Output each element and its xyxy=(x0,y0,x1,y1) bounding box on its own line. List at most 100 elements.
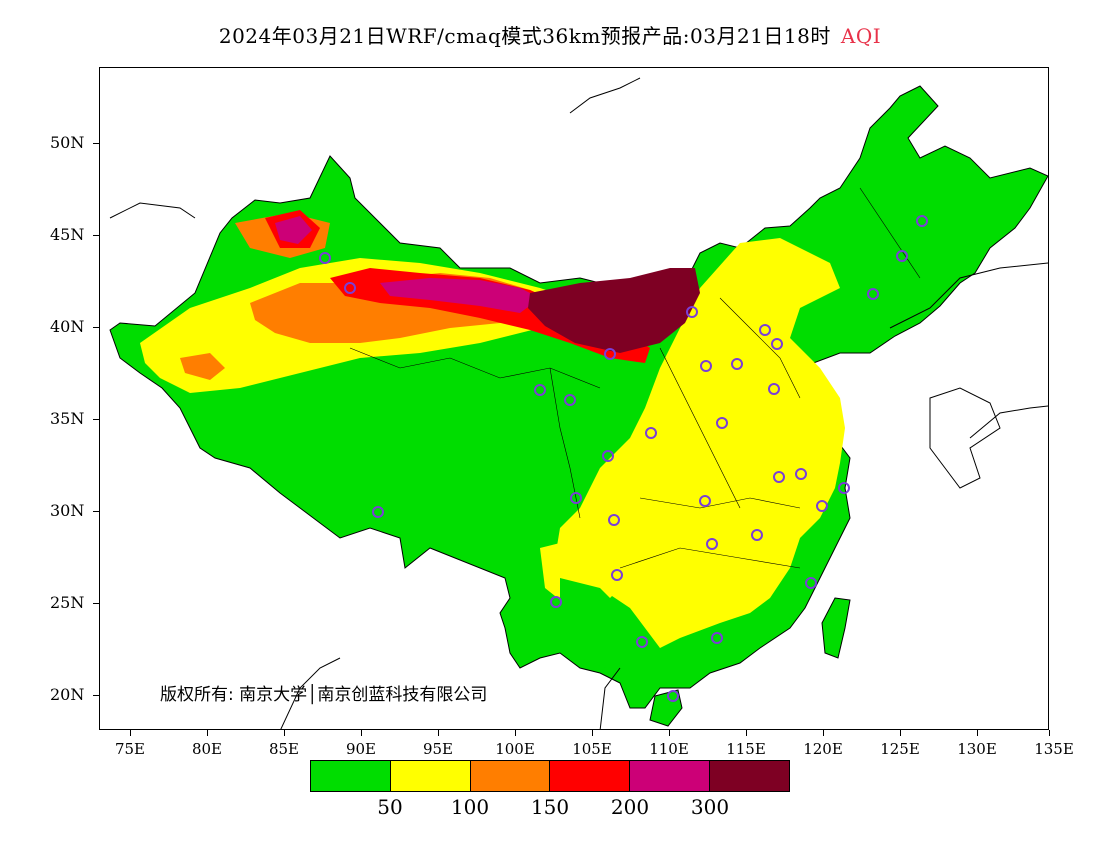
legend-label: 300 xyxy=(690,795,730,819)
title-variable: AQI xyxy=(840,24,882,48)
x-label: 90E xyxy=(345,740,377,758)
legend-swatch-hazardous xyxy=(710,761,789,791)
legend-swatch-unhealthy xyxy=(550,761,631,791)
station-marker xyxy=(319,252,331,264)
map-frame[interactable] xyxy=(99,67,1049,730)
neighbor-border xyxy=(599,667,621,729)
station-marker xyxy=(667,690,679,702)
x-label: 80E xyxy=(191,740,223,758)
y-label: 40N xyxy=(50,317,85,336)
y-tick xyxy=(93,419,99,420)
y-tick xyxy=(93,511,99,512)
station-marker xyxy=(731,358,743,370)
neighbor-border xyxy=(280,657,341,729)
legend-label: 200 xyxy=(610,795,650,819)
y-label: 30N xyxy=(50,501,85,520)
x-tick xyxy=(900,730,901,736)
neighbor-border xyxy=(889,262,1048,329)
aqi-zone-magenta xyxy=(380,278,540,313)
aqi-zone-green-sw xyxy=(560,578,640,668)
y-tick xyxy=(93,327,99,328)
province-border xyxy=(639,497,801,509)
y-tick xyxy=(93,235,99,236)
x-label: 115E xyxy=(726,740,766,758)
map-title: 2024年03月21日WRF/cmaq模式36km预报产品:03月21日18时 A… xyxy=(0,20,1100,49)
x-label: 85E xyxy=(268,740,300,758)
station-marker xyxy=(838,482,850,494)
y-label: 25N xyxy=(50,593,85,612)
province-border xyxy=(619,547,801,569)
station-marker xyxy=(773,471,785,483)
station-marker xyxy=(564,394,576,406)
station-marker xyxy=(534,384,546,396)
neighbor-border xyxy=(569,77,641,114)
station-marker xyxy=(816,500,828,512)
station-marker xyxy=(700,360,712,372)
station-marker xyxy=(805,577,817,589)
y-tick xyxy=(93,695,99,696)
aqi-zone-orange-west xyxy=(180,353,225,380)
x-label: 110E xyxy=(649,740,689,758)
aqi-map xyxy=(109,77,1048,729)
station-marker xyxy=(768,383,780,395)
station-marker xyxy=(771,338,783,350)
y-label: 20N xyxy=(50,685,85,704)
province-border xyxy=(349,347,601,389)
station-marker xyxy=(751,529,763,541)
x-tick xyxy=(823,730,824,736)
station-marker xyxy=(636,636,648,648)
x-label: 125E xyxy=(880,740,920,758)
station-marker xyxy=(716,417,728,429)
station-marker xyxy=(711,632,723,644)
legend-label: 150 xyxy=(530,795,570,819)
station-marker xyxy=(645,427,657,439)
aqi-zone-maroon xyxy=(528,268,700,353)
x-tick xyxy=(284,730,285,736)
x-label: 100E xyxy=(495,740,535,758)
station-marker xyxy=(867,288,879,300)
legend-swatch-moderate xyxy=(390,761,471,791)
station-marker xyxy=(570,492,582,504)
province-border xyxy=(859,187,921,279)
station-marker xyxy=(611,569,623,581)
station-marker xyxy=(699,495,711,507)
x-tick xyxy=(130,730,131,736)
x-tick xyxy=(592,730,593,736)
x-label: 135E xyxy=(1034,740,1074,758)
legend-swatch-unhealthy-sensitive xyxy=(470,761,551,791)
copyright-text: 版权所有: 南京大学│南京创蓝科技有限公司 xyxy=(160,685,488,705)
x-tick xyxy=(746,730,747,736)
x-label: 75E xyxy=(114,740,146,758)
x-label: 130E xyxy=(957,740,997,758)
station-marker xyxy=(602,450,614,462)
x-tick xyxy=(361,730,362,736)
legend-label: 50 xyxy=(377,795,403,819)
station-marker xyxy=(706,538,718,550)
neighbor-border xyxy=(109,202,196,219)
y-tick xyxy=(93,143,99,144)
aqi-legend xyxy=(310,760,790,792)
station-marker xyxy=(916,215,928,227)
station-marker xyxy=(344,282,356,294)
legend-swatch-very-unhealthy xyxy=(630,761,711,791)
station-marker xyxy=(608,514,620,526)
x-tick xyxy=(207,730,208,736)
x-tick xyxy=(669,730,670,736)
taiwan-island xyxy=(821,597,851,659)
province-border xyxy=(659,347,741,509)
legend-swatch-good xyxy=(311,761,391,791)
x-tick xyxy=(515,730,516,736)
station-marker xyxy=(759,324,771,336)
neighbor-border xyxy=(929,387,1001,489)
legend-label: 100 xyxy=(450,795,490,819)
y-tick xyxy=(93,603,99,604)
x-tick xyxy=(438,730,439,736)
x-label: 95E xyxy=(422,740,454,758)
x-label: 105E xyxy=(572,740,612,758)
x-label: 120E xyxy=(803,740,843,758)
station-marker xyxy=(686,306,698,318)
station-marker xyxy=(604,348,616,360)
aqi-zone-magenta-nw xyxy=(275,216,312,244)
province-border xyxy=(719,297,801,399)
china-landmass xyxy=(109,85,1048,709)
